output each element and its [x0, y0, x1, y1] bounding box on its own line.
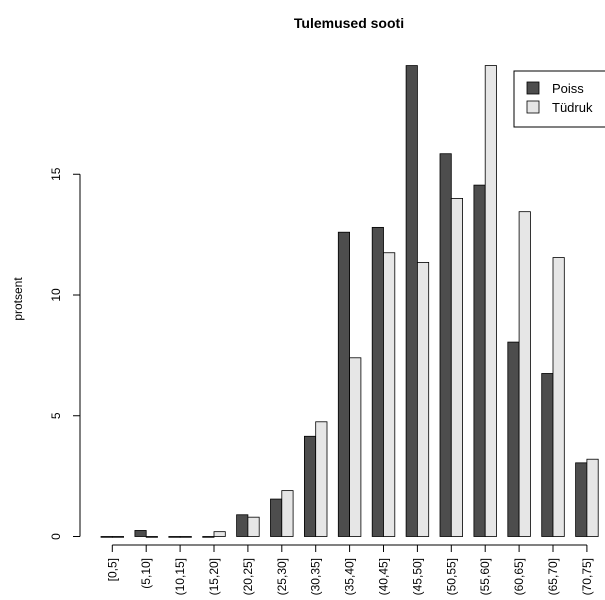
bar-t-druk-13: [552, 257, 565, 537]
bar-poiss-3: [202, 536, 215, 538]
legend-box: [513, 70, 605, 128]
bar-poiss-7: [337, 231, 350, 537]
x-tick-label: (30,35]: [309, 558, 323, 595]
x-tick-label: (10,15]: [173, 558, 187, 595]
bar-poiss-4: [236, 514, 249, 537]
bar-t-druk-7: [349, 357, 362, 537]
legend-swatch: [526, 100, 540, 114]
bar-t-druk-1: [145, 536, 158, 538]
legend-label: Tüdruk: [552, 100, 593, 115]
bar-t-druk-12: [518, 211, 531, 537]
bar-poiss-6: [303, 435, 317, 537]
x-tick-label: (65,70]: [546, 558, 560, 595]
legend-swatch: [526, 81, 540, 95]
x-tick-label: (70,75]: [580, 558, 594, 595]
bar-t-druk-0: [111, 536, 125, 538]
x-tick-label: (20,25]: [241, 558, 255, 595]
x-tick-label: (25,30]: [275, 558, 289, 595]
legend: Poiss Tüdruk: [513, 70, 605, 128]
bar-t-druk-6: [315, 421, 328, 537]
bar-poiss-11: [473, 184, 486, 537]
legend-label: Poiss: [552, 81, 584, 96]
chart-title: Tulemused sooti: [294, 15, 404, 31]
x-axis: [0,5] (5,10] (10,15] (15,20] (20,25] (25,30] (…: [105, 544, 594, 595]
x-tick-label: (55,60]: [478, 558, 492, 595]
bar-poiss-1: [134, 530, 147, 537]
bar-t-druk-14: [586, 458, 599, 537]
bar-poiss-2: [168, 536, 181, 538]
bar-t-druk-8: [383, 252, 396, 537]
x-tick-label: (60,65]: [512, 558, 526, 595]
bar-t-druk-10: [450, 197, 463, 537]
bar-poiss-12: [507, 341, 520, 537]
x-tick-label: [0,5]: [105, 558, 119, 581]
bar-poiss-14: [575, 462, 588, 537]
y-tick-label: 5: [49, 412, 63, 419]
bar-poiss-8: [371, 226, 384, 537]
y-axis: 0 5 10 15: [49, 167, 81, 540]
y-tick-label: 15: [49, 167, 63, 181]
bar-t-druk-9: [416, 261, 430, 537]
x-tick-label: (50,55]: [444, 558, 458, 595]
bars-group: [100, 65, 599, 538]
y-tick-label: 0: [49, 533, 63, 540]
bar-t-druk-4: [247, 516, 260, 537]
x-tick-label: (45,50]: [410, 558, 424, 595]
bar-t-druk-5: [281, 490, 294, 537]
x-tick-label: (15,20]: [207, 558, 221, 595]
x-tick-label: (5,10]: [139, 558, 153, 589]
bar-t-druk-3: [213, 531, 226, 537]
x-tick-label: (35,40]: [343, 558, 357, 595]
bar-poiss-0: [100, 536, 113, 538]
bar-poiss-13: [541, 373, 554, 537]
bar-poiss-10: [439, 153, 452, 537]
bar-t-druk-2: [179, 536, 192, 538]
bar-poiss-5: [270, 498, 283, 537]
y-axis-label: protsent: [11, 277, 25, 321]
y-tick-label: 10: [49, 288, 63, 302]
bar-poiss-9: [405, 65, 418, 537]
bar-t-druk-11: [484, 65, 497, 537]
x-tick-label: (40,45]: [377, 558, 391, 595]
